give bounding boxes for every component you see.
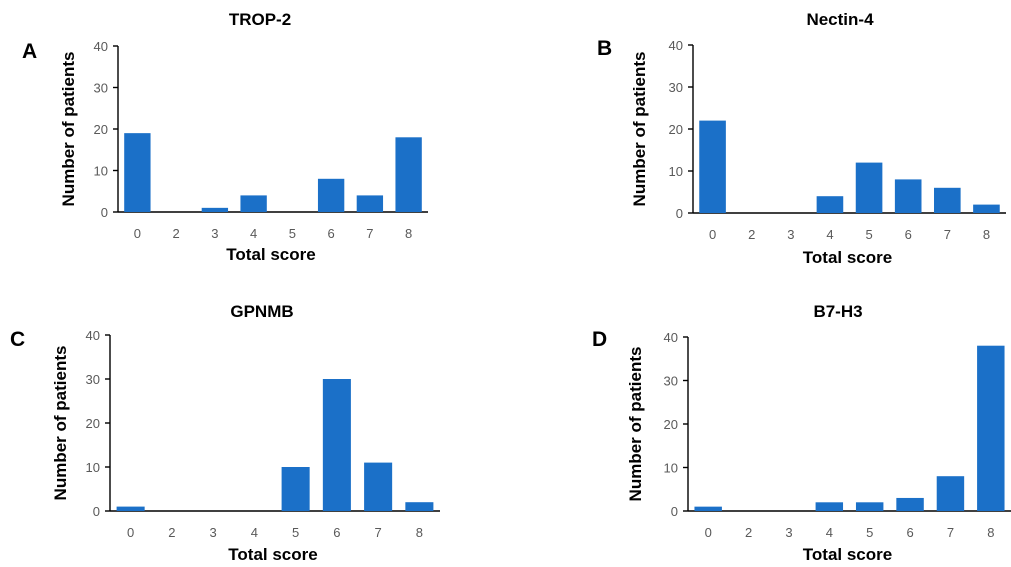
panel-letter: D — [592, 328, 607, 351]
x-tick-label: 3 — [787, 227, 794, 242]
bar-score-6 — [322, 379, 351, 511]
chart-panel-b: B Nectin-4 0 10 20 30 40 0 2 3 4 5 6 7 8 Total score Num… — [597, 10, 1006, 267]
x-axis-title: Total score — [226, 245, 315, 264]
chart-title: GPNMB — [230, 302, 293, 321]
y-tick-label: 20 — [669, 122, 683, 137]
x-axis-title: Total score — [228, 545, 317, 564]
bar-score-0 — [116, 506, 145, 511]
x-tick-label: 0 — [127, 525, 134, 540]
x-tick-label: 3 — [785, 525, 792, 540]
y-tick-label: 30 — [94, 81, 108, 96]
y-tick-label: 10 — [86, 460, 100, 475]
y-tick-label: 0 — [101, 205, 108, 220]
x-axis-title: Total score — [803, 545, 892, 564]
chart-title: Nectin-4 — [806, 10, 874, 29]
bar-score-7 — [936, 476, 965, 511]
y-tick-label: 0 — [93, 504, 100, 519]
y-axis-title: Number of patients — [626, 347, 645, 502]
x-tick-label: 6 — [333, 525, 340, 540]
bar-score-4 — [816, 196, 844, 213]
bar-score-7 — [356, 195, 384, 212]
x-tick-label: 5 — [292, 525, 299, 540]
x-tick-label: 8 — [983, 227, 990, 242]
x-tick-label: 6 — [905, 227, 912, 242]
bar-score-5 — [855, 502, 884, 511]
bar-score-4 — [240, 195, 267, 212]
y-tick-label: 20 — [664, 417, 678, 432]
x-tick-label: 8 — [987, 525, 994, 540]
x-tick-label: 2 — [173, 226, 180, 241]
y-axis-title: Number of patients — [51, 346, 70, 501]
bar-score-8 — [973, 204, 1000, 213]
y-tick-label: 30 — [86, 372, 100, 387]
y-tick-label: 20 — [94, 122, 108, 137]
x-tick-label: 0 — [709, 227, 716, 242]
y-tick-label: 40 — [664, 330, 678, 345]
x-tick-label: 4 — [826, 525, 833, 540]
x-tick-label: 0 — [134, 226, 141, 241]
bar-score-8 — [405, 502, 434, 511]
bar-score-7 — [934, 187, 961, 213]
chart-panel-a: A TROP-2 0 10 20 30 40 0 2 3 4 5 6 7 8 Total score Numbe… — [22, 10, 428, 264]
x-tick-label: 4 — [250, 226, 257, 241]
bar-score-0 — [699, 120, 726, 213]
x-tick-label: 7 — [947, 525, 954, 540]
bar-score-5 — [281, 467, 310, 511]
x-tick-label: 5 — [866, 525, 873, 540]
panel-letter: B — [597, 37, 612, 60]
panel-letter: C — [10, 328, 25, 351]
bar-score-6 — [317, 178, 345, 212]
bar-score-0 — [124, 133, 151, 212]
y-tick-label: 30 — [664, 374, 678, 389]
x-tick-label: 4 — [251, 525, 258, 540]
y-tick-label: 30 — [669, 80, 683, 95]
bar-score-3 — [201, 207, 229, 212]
y-tick-label: 10 — [94, 164, 108, 179]
x-tick-label: 2 — [748, 227, 755, 242]
y-tick-label: 40 — [86, 328, 100, 343]
y-tick-label: 20 — [86, 416, 100, 431]
y-tick-label: 0 — [676, 206, 683, 221]
chart-panel-d: D B7-H3 0 10 20 30 40 0 2 3 4 5 6 7 8 Total score Number… — [592, 302, 1011, 564]
y-tick-label: 40 — [669, 38, 683, 53]
x-tick-label: 8 — [416, 525, 423, 540]
x-tick-label: 7 — [366, 226, 373, 241]
x-axis-title: Total score — [803, 248, 892, 267]
bar-score-8 — [977, 345, 1005, 511]
y-tick-label: 0 — [671, 504, 678, 519]
y-axis-title: Number of patients — [630, 52, 649, 207]
x-tick-label: 3 — [210, 525, 217, 540]
y-tick-label: 10 — [664, 461, 678, 476]
x-tick-label: 8 — [405, 226, 412, 241]
bar-score-4 — [815, 502, 844, 511]
bar-score-5 — [855, 162, 883, 213]
x-tick-label: 2 — [168, 525, 175, 540]
x-tick-label: 5 — [289, 226, 296, 241]
x-tick-label: 0 — [705, 525, 712, 540]
x-tick-label: 6 — [906, 525, 913, 540]
chart-title: B7-H3 — [813, 302, 862, 321]
chart-title: TROP-2 — [229, 10, 291, 29]
x-tick-label: 7 — [944, 227, 951, 242]
y-tick-label: 10 — [669, 164, 683, 179]
x-tick-label: 5 — [865, 227, 872, 242]
bar-score-0 — [694, 506, 722, 511]
x-tick-label: 6 — [328, 226, 335, 241]
bar-score-6 — [894, 179, 922, 213]
panel-letter: A — [22, 40, 37, 63]
bar-score-6 — [896, 497, 924, 511]
y-tick-label: 40 — [94, 39, 108, 54]
x-tick-label: 7 — [375, 525, 382, 540]
x-tick-label: 3 — [211, 226, 218, 241]
bar-score-7 — [364, 462, 393, 511]
chart-panel-c: C GPNMB 0 10 20 30 40 0 2 3 4 5 6 7 8 Total score Number… — [10, 302, 440, 564]
x-tick-label: 4 — [826, 227, 833, 242]
bar-score-8 — [395, 137, 422, 212]
x-tick-label: 2 — [745, 525, 752, 540]
y-axis-title: Number of patients — [59, 52, 78, 207]
